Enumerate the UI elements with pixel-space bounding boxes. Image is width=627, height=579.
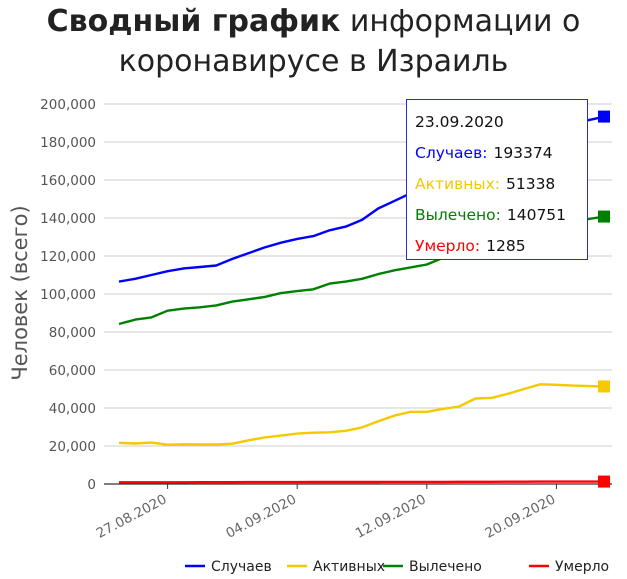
legend-label: Вылечено [409, 559, 482, 575]
series-line [119, 480, 605, 484]
tooltip-label-recovered: Вылечено: [415, 206, 501, 224]
x-tick-label: 20.09.2020 [483, 491, 559, 541]
x-tick-label: 27.08.2020 [94, 491, 170, 541]
series-end-marker [598, 475, 610, 488]
tooltip-row-cases: Случаев: 193374 [415, 141, 587, 172]
y-tick-label: 120,000 [40, 249, 96, 265]
tooltip-value-recovered: 140751 [506, 206, 567, 224]
title-line1-rest: информации о [340, 4, 581, 39]
y-tick-label: 40,000 [49, 401, 96, 417]
legend: Случаев Активных Вылечено Умерло [185, 559, 609, 575]
series-end-marker [598, 110, 610, 123]
tooltip-label-cases: Случаев: [415, 144, 488, 162]
chart-title: Сводный график информации о коронавирусе … [0, 2, 627, 82]
tooltip-label-deaths: Умерло: [415, 237, 481, 255]
y-tick-label: 200,000 [40, 97, 96, 113]
tooltip-row-deaths: Умерло: 1285 [415, 234, 587, 265]
tooltip-value-deaths: 1285 [486, 237, 526, 255]
gridlines [104, 103, 612, 485]
legend-label: Умерло [555, 559, 609, 575]
tooltip-value-cases: 193374 [493, 144, 553, 162]
series-end-markers [598, 110, 610, 488]
x-tick-label: 04.09.2020 [223, 491, 299, 541]
x-tick-label: 12.09.2020 [353, 491, 429, 541]
series-end-marker [598, 210, 610, 223]
title-bold: Сводный график [46, 4, 341, 39]
y-tick-label: 20,000 [49, 439, 96, 455]
legend-label: Активных [313, 559, 385, 575]
y-axis-label: Человек (всего) [8, 205, 32, 380]
tooltip-label-active: Активных: [415, 175, 500, 193]
y-tick-label: 100,000 [40, 287, 96, 303]
tooltip-row-recovered: Вылечено: 140751 [415, 203, 587, 234]
y-tick-label: 180,000 [40, 135, 96, 151]
series-end-marker [598, 380, 610, 393]
y-tick-label: 80,000 [49, 325, 96, 341]
y-tick-label: 60,000 [49, 363, 96, 379]
x-axis-ticks: 27.08.2020 04.09.2020 12.09.2020 20.09.2020 [94, 484, 559, 542]
tooltip: 23.09.2020 Случаев: 193374 Активных: 51338… [406, 99, 588, 260]
tooltip-value-active: 51338 [505, 175, 556, 193]
tooltip-date: 23.09.2020 [415, 113, 504, 131]
title-line2: коронавирусе в Израиль [118, 44, 509, 79]
y-axis-ticks: 0 20,000 40,000 60,000 80,000 100,000 120,000 1… [40, 97, 96, 493]
legend-label: Случаев [211, 559, 272, 575]
y-tick-label: 160,000 [40, 173, 96, 189]
y-tick-label: 0 [87, 477, 96, 493]
series-line [118, 383, 606, 446]
tooltip-row-active: Активных: 51338 [415, 172, 587, 203]
y-tick-label: 140,000 [40, 211, 96, 227]
